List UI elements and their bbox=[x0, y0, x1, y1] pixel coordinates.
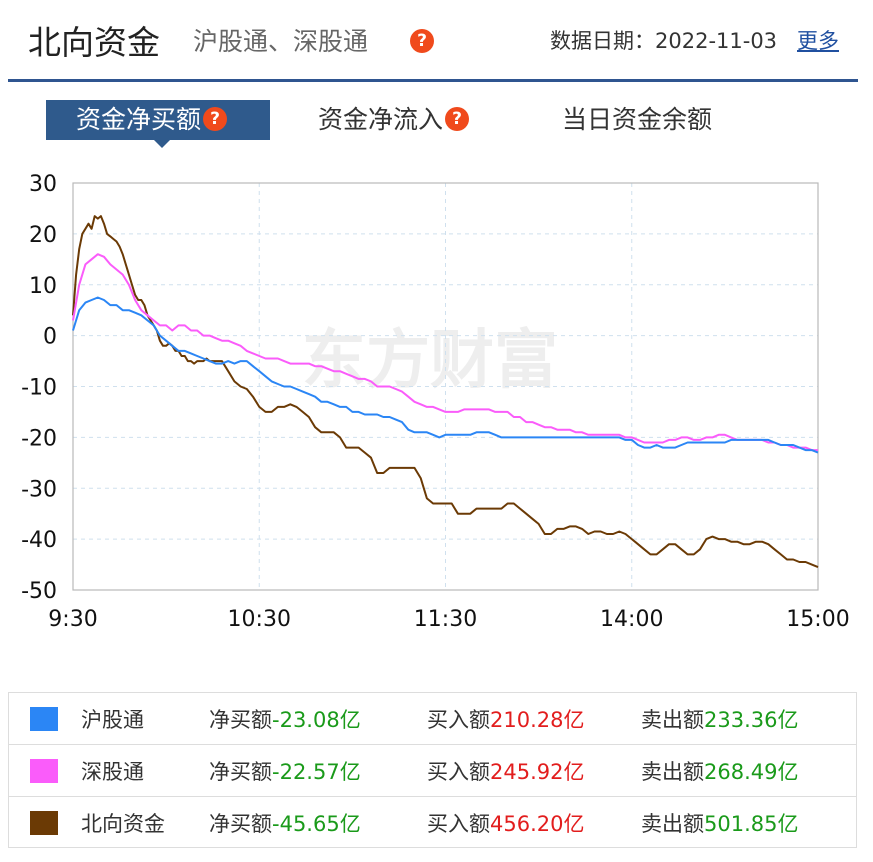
watermark-text: 东方财富 bbox=[302, 324, 558, 398]
series-line-shanghai-connect bbox=[72, 296, 819, 454]
x-tick-label: 9:30 bbox=[48, 607, 97, 632]
sell-cell: 卖出额501.85亿 bbox=[641, 808, 798, 838]
help-icon[interactable]: ? bbox=[410, 29, 434, 53]
buy-label: 买入额 bbox=[427, 708, 490, 732]
buy-cell: 买入额245.92亿 bbox=[427, 756, 584, 786]
net-buy-value: -22.57亿 bbox=[272, 760, 361, 784]
tab-daily-balance-label: 当日资金余额 bbox=[562, 105, 713, 134]
help-icon[interactable]: ? bbox=[203, 107, 228, 131]
buy-value: 210.28亿 bbox=[490, 708, 585, 732]
tab-net-buy-label: 资金净买额 bbox=[76, 105, 202, 134]
series-name: 沪股通 bbox=[81, 708, 144, 732]
legend-swatch bbox=[30, 811, 58, 835]
tab-daily-balance[interactable]: 当日资金余额 bbox=[562, 100, 712, 140]
sell-label: 卖出额 bbox=[641, 812, 704, 836]
net-buy-cell: 净买额-22.57亿 bbox=[209, 756, 361, 786]
series-line-shenzhen-connect bbox=[72, 253, 818, 452]
sell-label: 卖出额 bbox=[641, 708, 704, 732]
y-tick-label: -50 bbox=[21, 579, 57, 604]
page-title: 北向资金 bbox=[28, 23, 160, 62]
net-buy-label: 净买额 bbox=[209, 760, 272, 784]
buy-value: 245.92亿 bbox=[490, 760, 585, 784]
net-buy-label: 净买额 bbox=[209, 812, 272, 836]
y-tick-label: 0 bbox=[43, 325, 57, 350]
sell-cell: 卖出额268.49亿 bbox=[641, 756, 798, 786]
net-buy-cell: 净买额-45.65亿 bbox=[209, 808, 361, 838]
net-buy-value: -23.08亿 bbox=[272, 708, 361, 732]
net-buy-line-chart: 东方财富 30 20 10 0 -10 -20 -30 -40 -50 9:30 10:30 11:30… bbox=[21, 172, 850, 632]
net-buy-cell: 净买额-23.08亿 bbox=[209, 704, 361, 734]
legend-swatch bbox=[30, 707, 58, 731]
buy-label: 买入额 bbox=[427, 812, 490, 836]
y-tick-label: 10 bbox=[29, 274, 57, 299]
series-name: 深股通 bbox=[81, 760, 144, 784]
plot-frame bbox=[72, 182, 819, 591]
header: 北向资金 沪股通、深股通 ? 数据日期：2022-11-03 更多 bbox=[0, 0, 873, 82]
page-subtitle: 沪股通、深股通 bbox=[193, 27, 369, 56]
y-tick-label: 20 bbox=[29, 223, 57, 248]
tab-net-inflow[interactable]: 资金净流入? bbox=[318, 100, 470, 140]
x-tick-label: 11:30 bbox=[414, 607, 477, 632]
table-row: 北向资金 净买额-45.65亿 买入额456.20亿 卖出额501.85亿 bbox=[9, 797, 856, 849]
sell-value: 501.85亿 bbox=[704, 812, 799, 836]
y-tick-label: 30 bbox=[29, 172, 57, 197]
header-divider bbox=[8, 79, 858, 82]
y-tick-label: -40 bbox=[21, 528, 57, 553]
x-tick-label: 14:00 bbox=[600, 607, 663, 632]
summary-table: 沪股通 净买额-23.08亿 买入额210.28亿 卖出额233.36亿 深股通… bbox=[8, 692, 857, 848]
y-tick-label: -20 bbox=[21, 426, 57, 451]
more-link[interactable]: 更多 bbox=[797, 29, 839, 53]
sell-label: 卖出额 bbox=[641, 760, 704, 784]
sell-value: 233.36亿 bbox=[704, 708, 799, 732]
y-tick-label: -10 bbox=[21, 376, 57, 401]
series-name: 北向资金 bbox=[81, 812, 165, 836]
table-row: 沪股通 净买额-23.08亿 买入额210.28亿 卖出额233.36亿 bbox=[9, 693, 856, 745]
y-tick-label: -30 bbox=[21, 477, 57, 502]
sell-cell: 卖出额233.36亿 bbox=[641, 704, 798, 734]
buy-cell: 买入额456.20亿 bbox=[427, 808, 584, 838]
tab-net-inflow-label: 资金净流入 bbox=[318, 105, 444, 134]
tab-net-buy[interactable]: 资金净买额? bbox=[46, 100, 270, 148]
legend-swatch bbox=[30, 759, 58, 783]
data-date-label: 数据日期：2022-11-03 bbox=[550, 29, 778, 53]
x-tick-label: 10:30 bbox=[228, 607, 291, 632]
table-row: 深股通 净买额-22.57亿 买入额245.92亿 卖出额268.49亿 bbox=[9, 745, 856, 797]
net-buy-label: 净买额 bbox=[209, 708, 272, 732]
help-icon[interactable]: ? bbox=[445, 107, 470, 131]
buy-value: 456.20亿 bbox=[490, 812, 585, 836]
active-tab-pointer bbox=[154, 140, 170, 148]
buy-cell: 买入额210.28亿 bbox=[427, 704, 584, 734]
x-tick-label: 15:00 bbox=[786, 607, 849, 632]
buy-label: 买入额 bbox=[427, 760, 490, 784]
net-buy-value: -45.65亿 bbox=[272, 812, 361, 836]
sell-value: 268.49亿 bbox=[704, 760, 799, 784]
